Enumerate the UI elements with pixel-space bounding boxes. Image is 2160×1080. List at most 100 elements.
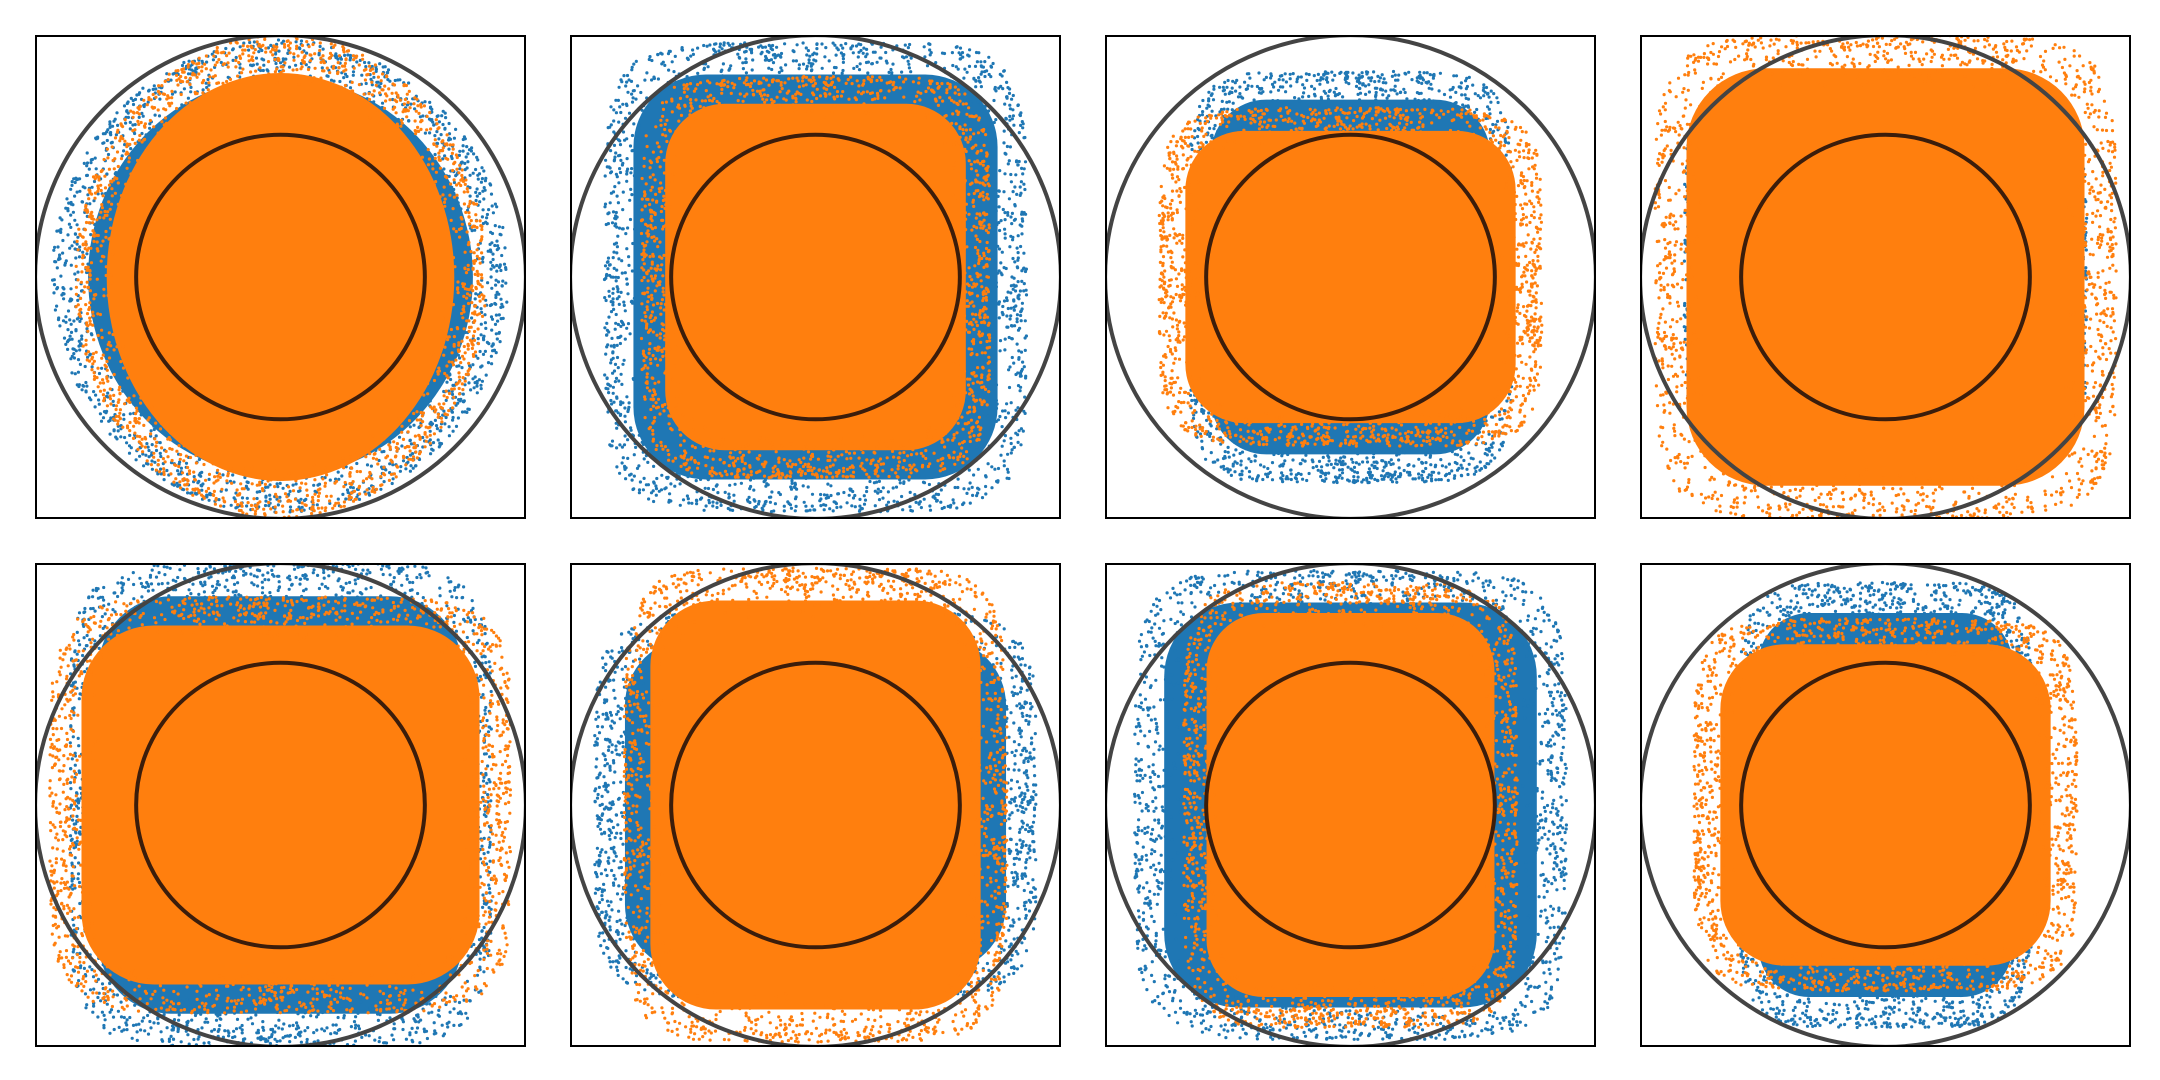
scatter-point (862, 102, 866, 106)
scatter-point (235, 41, 239, 45)
scatter-point (372, 75, 376, 79)
scatter-point (984, 492, 988, 496)
inner-circle (134, 132, 427, 422)
scatter-point (789, 442, 793, 446)
scatter-point (257, 50, 261, 54)
scatter-point (654, 493, 658, 497)
scatter-point (463, 168, 467, 172)
scatter-point (389, 472, 394, 476)
scatter-point (84, 352, 88, 356)
scatter-point (123, 402, 127, 406)
scatter-point (76, 298, 80, 302)
scatter-point (212, 481, 216, 485)
scatter-point (762, 93, 767, 97)
scatter-point (52, 278, 56, 282)
scatter-point (188, 76, 192, 80)
scatter-point (828, 507, 832, 511)
scatter-point (703, 425, 707, 430)
scatter-point (99, 244, 103, 248)
scatter-point (650, 262, 654, 266)
scatter-point (310, 507, 314, 511)
scatter-point (614, 210, 618, 215)
scatter-point (456, 401, 460, 405)
scatter-point (294, 482, 298, 486)
scatter-point (104, 202, 108, 206)
scatter-point (623, 271, 627, 275)
scatter-point (88, 273, 92, 277)
scatter-point (109, 179, 113, 183)
scatter-point (1003, 236, 1007, 240)
scatter-point (427, 157, 431, 161)
scatter-point (408, 453, 413, 457)
scatter-point (387, 478, 391, 482)
scatter-point (69, 225, 73, 229)
scatter-point (497, 246, 501, 250)
scatter-point (475, 254, 479, 258)
scatter-point (982, 254, 986, 258)
scatter-point (1007, 197, 1011, 201)
scatter-point (647, 351, 651, 355)
scatter-point (123, 118, 127, 122)
scatter-point (704, 504, 708, 508)
scatter-point (614, 312, 618, 317)
scatter-point (477, 172, 482, 176)
scatter-point (101, 416, 106, 420)
scatter-point (443, 127, 447, 131)
scatter-point (1010, 211, 1014, 215)
scatter-point (612, 266, 616, 270)
scatter-point (78, 348, 82, 352)
scatter-point (351, 73, 355, 77)
scatter-point (621, 190, 625, 194)
scatter-point (92, 199, 96, 203)
scatter-point (778, 492, 782, 497)
scatter-point (902, 450, 906, 455)
scatter-point (137, 417, 141, 421)
scatter-point (235, 505, 239, 509)
scatter-point (711, 105, 716, 109)
scatter-point (475, 155, 479, 159)
scatter-point (1009, 306, 1013, 310)
scatter-point (253, 48, 257, 52)
scatter-point (623, 309, 627, 313)
scatter-point (637, 243, 641, 247)
scatter-point (102, 294, 106, 298)
scatter-point (691, 48, 695, 52)
scatter-point (481, 260, 485, 264)
scatter-point (276, 485, 280, 489)
scatter-point (251, 507, 255, 511)
scatter-point (976, 491, 980, 495)
scatter-point (641, 442, 646, 446)
scatter-point (88, 301, 92, 305)
scatter-point (619, 324, 623, 328)
scatter-point (437, 120, 441, 124)
scatter-point (992, 335, 996, 339)
scatter-point (478, 219, 482, 223)
scatter-point (106, 210, 110, 214)
scatter-point (997, 189, 1001, 193)
scatter-point (794, 100, 798, 104)
scatter-point (152, 427, 156, 432)
scatter-point (464, 210, 468, 214)
scatter-point (669, 482, 673, 486)
scatter-point (979, 340, 983, 344)
scatter-point (195, 75, 199, 79)
scatter-point (437, 151, 441, 155)
scatter-point (103, 186, 108, 190)
scatter-point (411, 466, 415, 470)
scatter-point (472, 386, 476, 390)
scatter-point (454, 229, 458, 234)
scatter-point (801, 41, 805, 45)
scatter-point (615, 268, 619, 272)
scatter-point (278, 495, 282, 499)
scatter-point (446, 376, 450, 380)
scatter-point (140, 437, 144, 441)
scatter-point (276, 503, 280, 507)
scatter-point (160, 446, 164, 450)
scatter-point (611, 351, 615, 355)
scatter-point (456, 201, 460, 205)
scatter-point (469, 325, 473, 329)
scatter-point (704, 464, 708, 468)
scatter-point (125, 109, 129, 113)
scatter-point (939, 464, 943, 468)
scatter-point (716, 491, 720, 495)
